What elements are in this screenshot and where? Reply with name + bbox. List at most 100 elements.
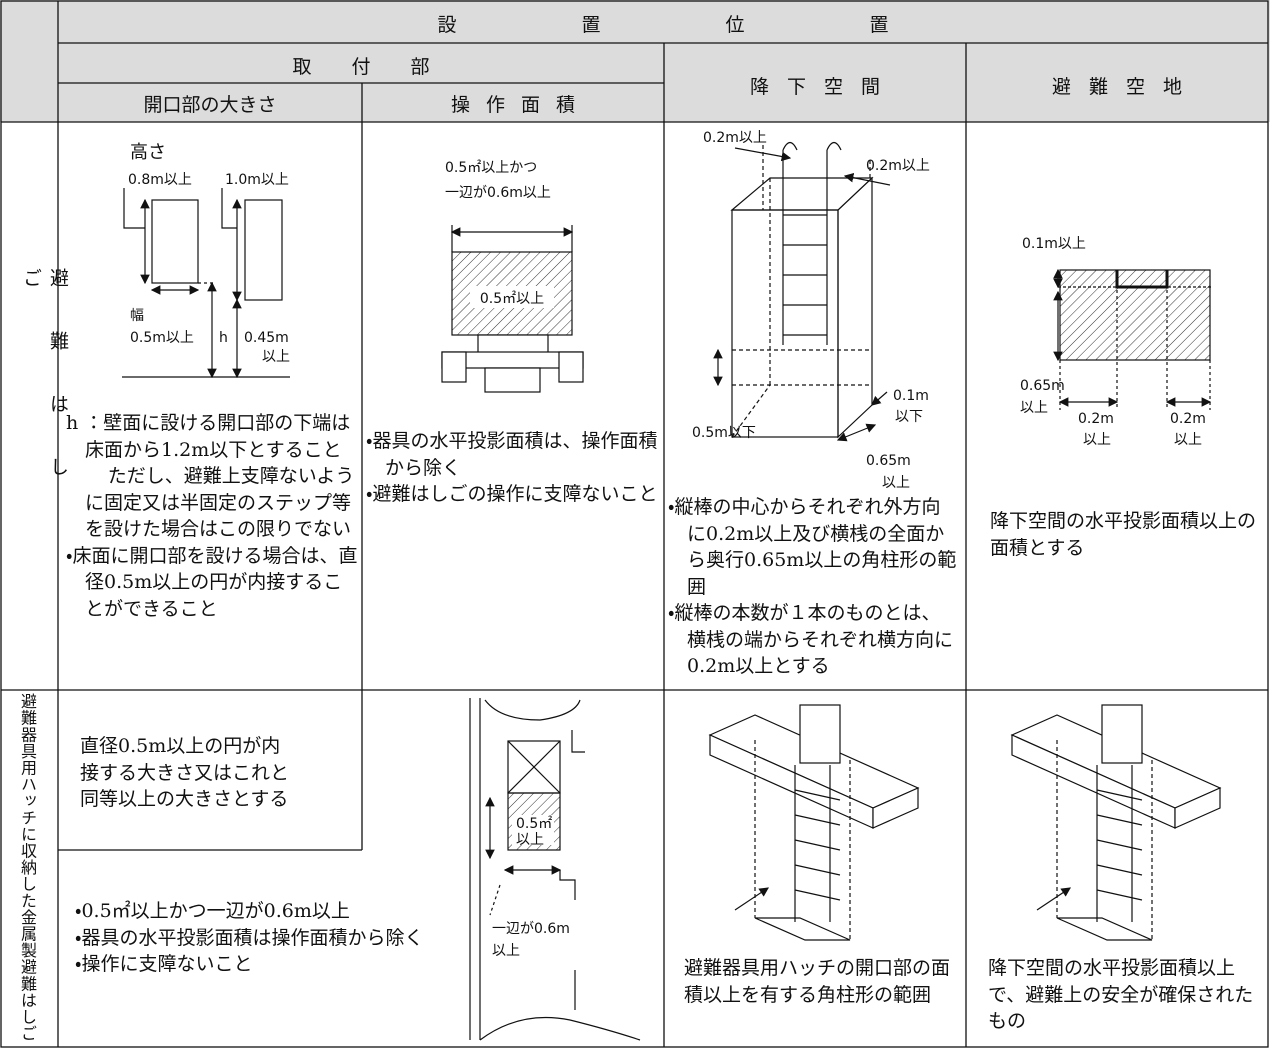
diagram-label: 以上: [1020, 400, 1048, 416]
note: ・縦棒の本数が１本のものとは、横桟の端からそれぞれ横方向に0.2m以上とする: [668, 602, 954, 677]
drawing-polyline: [559, 870, 576, 900]
drawing-rect: [0, 0, 1270, 122]
drawing-rect: [512, 815, 554, 845]
diagram-label: 0.5m以上: [130, 330, 194, 346]
note: ・縦棒の中心からそれぞれ外方向に0.2m以上及び横桟の全面から奥行0.65m以上…: [668, 496, 957, 598]
drawing-rect: [441, 351, 467, 383]
drawing-line: [507, 740, 561, 794]
drawing-polygon: [837, 176, 873, 439]
drawing-rect: [484, 367, 541, 393]
drawing-line: [734, 887, 769, 911]
diagram-label: 0.65m: [866, 453, 911, 469]
header-opening: 開口部の大きさ: [143, 94, 277, 116]
drawing-line: [836, 423, 877, 442]
note: ・器具の水平投影面積は、操作面積から除く: [366, 430, 658, 479]
opening-diagram: [122, 188, 290, 379]
drawing-g: [754, 740, 851, 940]
diagram-label: 0.5㎡以上かつ: [445, 160, 537, 176]
diagram-label: 以下: [895, 409, 923, 425]
diagram-label: 0.1m: [893, 388, 929, 404]
drawing-rect: [799, 704, 841, 764]
diagram-label: 以上: [882, 475, 910, 491]
diagram-label: 幅: [130, 308, 144, 324]
diagram-label: 0.2m: [1078, 411, 1114, 427]
note: ・床面に開口部を設ける場合は、直径0.5m以上の円が内接することができること: [66, 544, 358, 620]
operation-diagram: [441, 225, 584, 393]
drawing-line: [794, 839, 841, 851]
note: ・避難はしごの操作に支障ないこと: [366, 483, 658, 505]
drawing-line: [489, 884, 501, 916]
note: h ：壁面に設ける開口部の下端は床面から1.2m以下とすること: [66, 412, 351, 461]
diagram-label: 0.1m以上: [1022, 236, 1086, 252]
drawing-line: [794, 889, 841, 901]
diagram-label: 0.2m以上: [703, 130, 767, 146]
diagram-label: 一辺が0.6m: [492, 921, 570, 937]
notes: ・器具の水平投影面積は、操作面積から除く ・避難はしごの操作に支障ないこと: [366, 428, 661, 508]
diagram-label: 以上: [492, 943, 520, 959]
diagram-label: 0.45m: [244, 330, 289, 346]
note: ・0.5㎡以上かつ一辺が0.6m以上: [75, 900, 350, 922]
drawing-polyline: [221, 188, 237, 229]
notes: h ：壁面に設ける開口部の下端は床面から1.2m以下とすること ただし、避難上支…: [66, 410, 358, 622]
drawing-polygon: [754, 917, 851, 941]
diagram-label: 以上: [262, 349, 290, 365]
drawing-g: [1059, 290, 1211, 410]
line: 接する大きさ又はこれと: [80, 761, 290, 784]
drawing-line: [871, 391, 888, 406]
drawing-rect: [1059, 269, 1211, 361]
diagram-label: 0.8m以上: [128, 172, 192, 188]
drawing-path: [479, 1016, 641, 1041]
diagram-label: h: [219, 330, 228, 346]
note: 降下空間の水平投影面積以上の面積とする: [990, 510, 1257, 559]
diagram-label: 1.0m以上: [225, 172, 289, 188]
header-mounting: 取付部: [292, 56, 470, 78]
drawing-line: [794, 789, 841, 801]
diagram-label: 以上: [1083, 432, 1111, 448]
drawing-polyline: [1115, 270, 1169, 289]
line: 直径0.5m以上の円が内: [80, 735, 281, 757]
note: ・操作に支障ないこと: [75, 953, 253, 975]
drawing-path: [782, 141, 842, 151]
hatch-operation-diagram: [469, 698, 641, 1041]
drawing-rect: [477, 334, 549, 354]
diagram-label: 0.2m: [1170, 411, 1206, 427]
row-label: 避難器具用ハッチに収納した金属製避難はしご: [18, 693, 37, 1042]
drawing-line: [794, 814, 841, 826]
row-label: 避難はしご: [20, 268, 69, 520]
diagram-label: 0.2m以上: [866, 158, 930, 174]
diagram-label: 0.65m: [1020, 378, 1065, 394]
drawing-polygon: [730, 177, 874, 211]
drawing-rect: [558, 351, 584, 383]
diagram-label: 一辺が0.6m以上: [445, 185, 551, 201]
space-diagram: [1053, 268, 1212, 410]
notes: ・0.5㎡以上かつ一辺が0.6m以上 ・器具の水平投影面積は操作面積から除く ・…: [75, 898, 435, 978]
note: 降下空間の水平投影面積以上で、避難上の安全が確保されたもの: [988, 957, 1254, 1032]
drawing-line: [843, 172, 891, 186]
diagram-label: 0.5m以下: [692, 425, 756, 441]
notes: ・縦棒の中心からそれぞれ外方向に0.2m以上及び横桟の全面から奥行0.65m以上…: [668, 494, 958, 680]
descent-diagram: [713, 141, 891, 442]
drawing-line: [734, 147, 792, 162]
drawing-line: [794, 864, 841, 876]
drawing-path: [484, 699, 581, 721]
drawing-rect: [244, 199, 283, 301]
header-operation: 操作面積: [450, 94, 591, 116]
drawing-polyline: [571, 730, 585, 753]
notes: 直径0.5m以上の円が内 接する大きさ又はこれと 同等以上の大きさとする: [80, 733, 358, 813]
drawing-polygon: [872, 787, 919, 829]
hatch-space-diagram: [1012, 705, 1220, 940]
header-title: 設置位置: [437, 14, 1014, 36]
header-descent: 降下空間: [749, 76, 898, 98]
drawing-g: [731, 145, 872, 438]
diagram-label: 高さ: [130, 142, 166, 163]
note: 避難器具用ハッチの開口部の面積以上を有する角柱形の範囲: [684, 957, 951, 1006]
drawing-line: [731, 384, 771, 438]
drawing-rect: [151, 199, 199, 284]
drawing-polyline: [123, 188, 145, 229]
drawing-rect: [470, 286, 554, 308]
note: ただし、避難上支障ないように固定又は半固定のステップ等を設けた場合はこの限りでな…: [85, 465, 355, 540]
